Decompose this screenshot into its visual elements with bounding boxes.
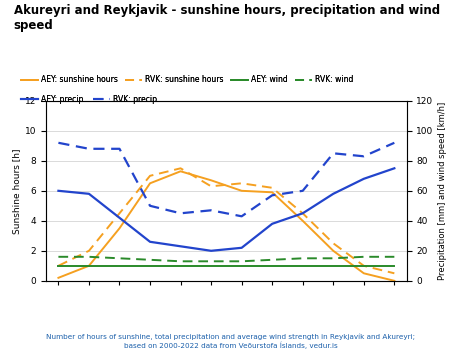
AEY: wind: (10, 10): wind: (10, 10)	[361, 264, 366, 268]
Text: Akureyri and Reykjavik - sunshine hours, precipitation and wind
speed: Akureyri and Reykjavik - sunshine hours,…	[14, 4, 440, 32]
AEY: precip.: (8, 45): precip.: (8, 45)	[300, 211, 305, 215]
AEY: wind: (2, 10): wind: (2, 10)	[117, 264, 122, 268]
RVK: precip.: (4, 45): precip.: (4, 45)	[178, 211, 183, 215]
RVK: sunshine hours: (4, 7.5): sunshine hours: (4, 7.5)	[178, 166, 183, 171]
RVK: precip.: (11, 92): precip.: (11, 92)	[392, 141, 397, 145]
AEY: precip.: (11, 75): precip.: (11, 75)	[392, 166, 397, 171]
RVK: precip.: (6, 43): precip.: (6, 43)	[239, 214, 244, 219]
AEY: sunshine hours: (9, 2): sunshine hours: (9, 2)	[330, 249, 336, 253]
AEY: wind: (3, 10): wind: (3, 10)	[147, 264, 153, 268]
RVK: wind: (7, 14): wind: (7, 14)	[269, 258, 275, 262]
RVK: sunshine hours: (11, 0.5): sunshine hours: (11, 0.5)	[392, 271, 397, 275]
AEY: sunshine hours: (10, 0.5): sunshine hours: (10, 0.5)	[361, 271, 366, 275]
RVK: precip.: (5, 47): precip.: (5, 47)	[208, 208, 214, 212]
RVK: sunshine hours: (7, 6.2): sunshine hours: (7, 6.2)	[269, 186, 275, 190]
Y-axis label: Sunshine hours [h]: Sunshine hours [h]	[12, 148, 21, 234]
RVK: wind: (10, 16): wind: (10, 16)	[361, 255, 366, 259]
RVK: precip.: (2, 88): precip.: (2, 88)	[117, 147, 122, 151]
RVK: sunshine hours: (1, 2): sunshine hours: (1, 2)	[86, 249, 92, 253]
AEY: sunshine hours: (0, 0.2): sunshine hours: (0, 0.2)	[55, 276, 61, 280]
RVK: precip.: (7, 57): precip.: (7, 57)	[269, 193, 275, 197]
Line: RVK: precip.: RVK: precip.	[58, 143, 395, 216]
RVK: precip.: (10, 83): precip.: (10, 83)	[361, 154, 366, 158]
RVK: sunshine hours: (0, 1): sunshine hours: (0, 1)	[55, 264, 61, 268]
RVK: wind: (0, 16): wind: (0, 16)	[55, 255, 61, 259]
AEY: wind: (11, 10): wind: (11, 10)	[392, 264, 397, 268]
AEY: precip.: (10, 68): precip.: (10, 68)	[361, 177, 366, 181]
Legend: AEY: precip., RVK: precip.: AEY: precip., RVK: precip.	[18, 92, 162, 107]
RVK: precip.: (3, 50): precip.: (3, 50)	[147, 204, 153, 208]
AEY: wind: (6, 10): wind: (6, 10)	[239, 264, 244, 268]
AEY: wind: (7, 10): wind: (7, 10)	[269, 264, 275, 268]
RVK: sunshine hours: (9, 2.5): sunshine hours: (9, 2.5)	[330, 241, 336, 246]
AEY: wind: (8, 10): wind: (8, 10)	[300, 264, 305, 268]
AEY: precip.: (4, 23): precip.: (4, 23)	[178, 244, 183, 248]
AEY: precip.: (3, 26): precip.: (3, 26)	[147, 240, 153, 244]
AEY: sunshine hours: (11, 0): sunshine hours: (11, 0)	[392, 279, 397, 283]
RVK: precip.: (9, 85): precip.: (9, 85)	[330, 151, 336, 156]
AEY: sunshine hours: (1, 1): sunshine hours: (1, 1)	[86, 264, 92, 268]
Legend: AEY: sunshine hours, RVK: sunshine hours, AEY: wind, RVK: wind: AEY: sunshine hours, RVK: sunshine hours…	[18, 72, 357, 87]
AEY: sunshine hours: (8, 4): sunshine hours: (8, 4)	[300, 219, 305, 223]
AEY: precip.: (9, 58): precip.: (9, 58)	[330, 192, 336, 196]
RVK: sunshine hours: (8, 4.5): sunshine hours: (8, 4.5)	[300, 211, 305, 215]
RVK: precip.: (0, 92): precip.: (0, 92)	[55, 141, 61, 145]
AEY: sunshine hours: (5, 6.7): sunshine hours: (5, 6.7)	[208, 178, 214, 183]
RVK: sunshine hours: (10, 1): sunshine hours: (10, 1)	[361, 264, 366, 268]
AEY: wind: (5, 10): wind: (5, 10)	[208, 264, 214, 268]
AEY: wind: (4, 10): wind: (4, 10)	[178, 264, 183, 268]
AEY: wind: (9, 10): wind: (9, 10)	[330, 264, 336, 268]
RVK: wind: (5, 13): wind: (5, 13)	[208, 259, 214, 264]
RVK: sunshine hours: (3, 7): sunshine hours: (3, 7)	[147, 174, 153, 178]
AEY: precip.: (2, 42): precip.: (2, 42)	[117, 216, 122, 220]
AEY: sunshine hours: (6, 6): sunshine hours: (6, 6)	[239, 189, 244, 193]
Line: AEY: sunshine hours: AEY: sunshine hours	[58, 171, 395, 281]
Y-axis label: Precipitation [mm] and wind speed [km/h]: Precipitation [mm] and wind speed [km/h]	[438, 102, 447, 280]
AEY: sunshine hours: (3, 6.5): sunshine hours: (3, 6.5)	[147, 181, 153, 185]
Line: RVK: wind: RVK: wind	[58, 257, 395, 261]
RVK: wind: (9, 15): wind: (9, 15)	[330, 256, 336, 260]
AEY: precip.: (1, 58): precip.: (1, 58)	[86, 192, 92, 196]
RVK: sunshine hours: (5, 6.3): sunshine hours: (5, 6.3)	[208, 184, 214, 189]
RVK: sunshine hours: (6, 6.5): sunshine hours: (6, 6.5)	[239, 181, 244, 185]
AEY: precip.: (5, 20): precip.: (5, 20)	[208, 249, 214, 253]
RVK: precip.: (8, 60): precip.: (8, 60)	[300, 189, 305, 193]
RVK: wind: (4, 13): wind: (4, 13)	[178, 259, 183, 264]
AEY: precip.: (0, 60): precip.: (0, 60)	[55, 189, 61, 193]
AEY: precip.: (7, 38): precip.: (7, 38)	[269, 222, 275, 226]
AEY: sunshine hours: (2, 3.5): sunshine hours: (2, 3.5)	[117, 226, 122, 230]
RVK: wind: (2, 15): wind: (2, 15)	[117, 256, 122, 260]
AEY: precip.: (6, 22): precip.: (6, 22)	[239, 246, 244, 250]
RVK: wind: (3, 14): wind: (3, 14)	[147, 258, 153, 262]
Line: RVK: sunshine hours: RVK: sunshine hours	[58, 168, 395, 273]
RVK: wind: (1, 16): wind: (1, 16)	[86, 255, 92, 259]
AEY: sunshine hours: (4, 7.3): sunshine hours: (4, 7.3)	[178, 169, 183, 174]
RVK: wind: (8, 15): wind: (8, 15)	[300, 256, 305, 260]
Line: AEY: precip.: AEY: precip.	[58, 168, 395, 251]
RVK: wind: (6, 13): wind: (6, 13)	[239, 259, 244, 264]
RVK: wind: (11, 16): wind: (11, 16)	[392, 255, 397, 259]
Text: Number of hours of sunshine, total precipitation and average wind strength in Re: Number of hours of sunshine, total preci…	[47, 334, 415, 349]
RVK: precip.: (1, 88): precip.: (1, 88)	[86, 147, 92, 151]
AEY: sunshine hours: (7, 5.9): sunshine hours: (7, 5.9)	[269, 190, 275, 194]
AEY: wind: (1, 10): wind: (1, 10)	[86, 264, 92, 268]
AEY: wind: (0, 10): wind: (0, 10)	[55, 264, 61, 268]
RVK: sunshine hours: (2, 4.5): sunshine hours: (2, 4.5)	[117, 211, 122, 215]
